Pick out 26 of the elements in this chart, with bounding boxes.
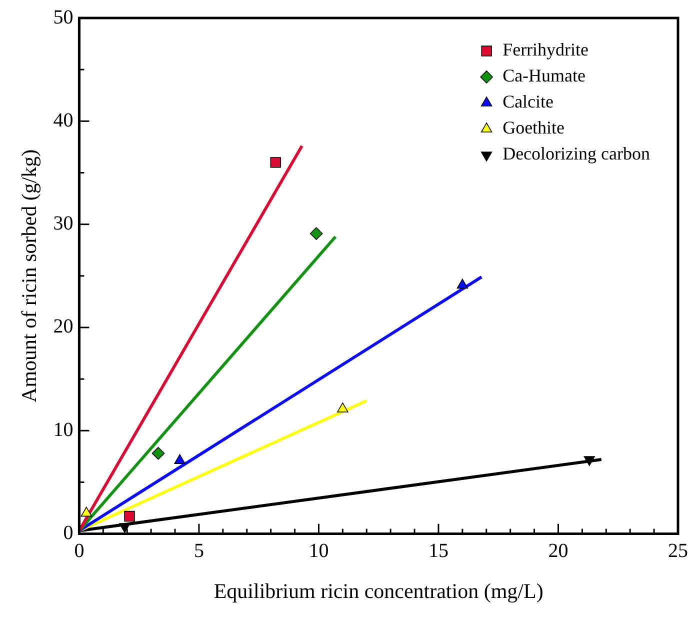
y-tick-label: 40 [53,109,74,132]
x-axis-title: Equilibrium ricin concentration (mg/L) [214,578,544,603]
legend-label: Decolorizing carbon [502,144,650,164]
x-tick-label: 25 [668,540,688,562]
point [174,454,186,464]
legend-label: Calcite [502,92,554,112]
legend-label: Ca-Humate [502,66,586,86]
point [152,446,165,460]
point [124,510,135,522]
point [456,278,468,289]
x-tick-label: 15 [428,540,448,562]
point [80,506,92,517]
legend-label: Ferrihydrite [502,40,589,60]
y-tick-label: 10 [53,418,74,441]
x-tick-label: 5 [194,540,204,562]
x-tick-label: 20 [548,540,568,562]
y-tick-label: 50 [53,6,74,28]
y-tick-label: 30 [53,212,74,235]
point [310,227,323,240]
point [337,402,348,412]
y-axis-title: Amount of ricin sorbed (g/kg) [17,149,42,402]
x-tick-label: 10 [308,540,329,562]
legend-label: Goethite [502,118,565,138]
y-tick-label: 0 [63,522,74,544]
point [270,157,281,168]
y-tick-label: 20 [53,316,74,338]
